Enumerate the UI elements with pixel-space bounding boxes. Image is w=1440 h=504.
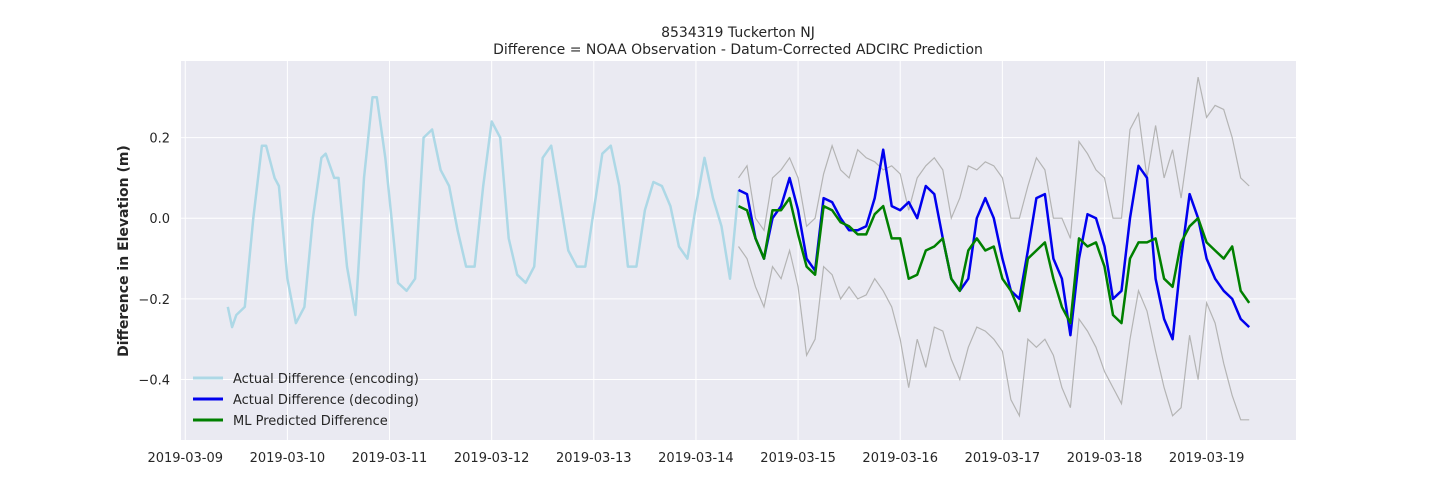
y-tick-label: −0.2 [138,293,170,308]
legend: Actual Difference (encoding) Actual Diff… [193,372,419,429]
x-tick-label: 2019-03-18 [1067,451,1143,466]
y-tick-label: 0.0 [149,212,170,227]
x-tick-label: 2019-03-19 [1169,451,1245,466]
x-tick-label: 2019-03-16 [862,451,938,466]
legend-label-decoding: Actual Difference (decoding) [233,393,419,408]
x-tick-layer: 2019-03-09 2019-03-10 2019-03-11 2019-03-12… [147,451,1244,466]
x-tick-label: 2019-03-12 [454,451,530,466]
x-tick-label: 2019-03-15 [760,451,836,466]
plot-area [181,61,1296,440]
series-line-decoding [737,148,1251,341]
x-tick-label: 2019-03-11 [352,451,428,466]
y-tick-label: 0.2 [149,132,170,147]
y-tick-label: −0.4 [138,374,170,389]
lower-bound-line [738,246,1250,421]
x-tick-label: 2019-03-17 [965,451,1041,466]
legend-label-predicted: ML Predicted Difference [233,414,388,429]
chart-title: 8534319 Tuckerton NJ [661,25,815,41]
legend-label-encoding: Actual Difference (encoding) [233,372,419,387]
upper-bound-line [738,76,1250,239]
bounds-layer [738,76,1250,421]
series-layer [226,96,1251,341]
series-line-encoding [226,96,740,329]
series-line-predicted [737,196,1251,325]
y-tick-layer: −0.4 −0.2 0.0 0.2 [138,132,170,389]
x-tick-label: 2019-03-14 [658,451,734,466]
x-tick-label: 2019-03-10 [250,451,326,466]
x-tick-label: 2019-03-13 [556,451,632,466]
chart-subtitle: Difference = NOAA Observation - Datum-Co… [493,42,983,58]
x-tick-label: 2019-03-09 [147,451,223,466]
y-axis-label: Difference in Elevation (m) [116,145,132,357]
